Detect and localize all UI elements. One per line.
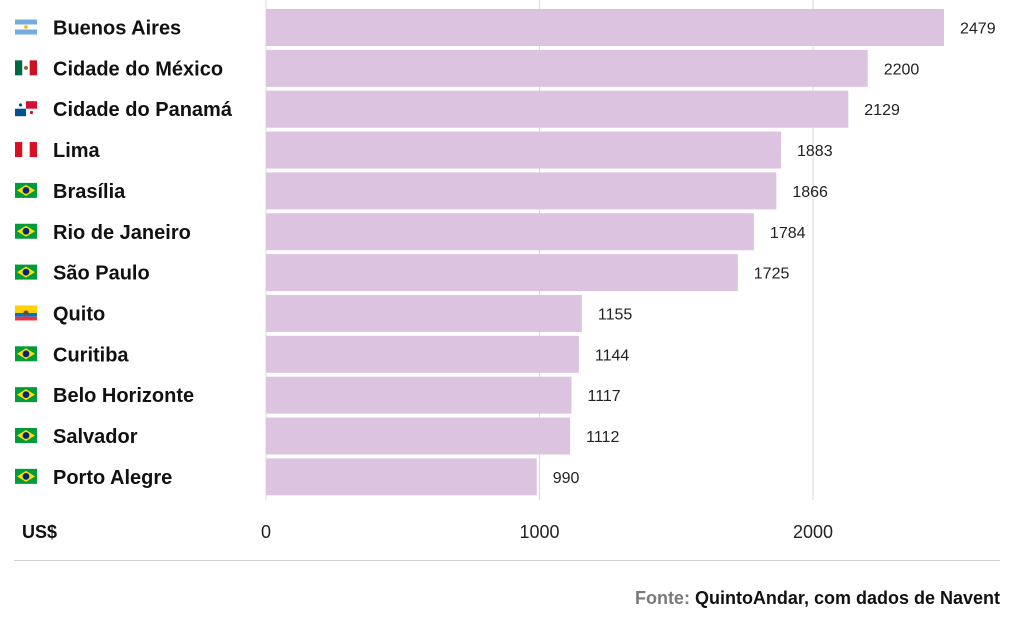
value-label-5: 1784 <box>770 225 806 242</box>
divider <box>14 560 1000 561</box>
bar-8 <box>266 335 579 373</box>
bar-2 <box>266 90 849 128</box>
x-tick-label-0: 0 <box>261 522 271 542</box>
bar-1 <box>266 49 868 87</box>
unit-label: US$ <box>22 522 57 542</box>
bar-6 <box>266 254 738 292</box>
category-label-8: Curitiba <box>53 344 129 366</box>
brazil-flag <box>15 264 37 280</box>
category-label-2: Cidade do Panamá <box>53 99 233 121</box>
category-label-4: Brasília <box>53 181 126 203</box>
value-label-11: 990 <box>553 470 580 487</box>
category-labels: Buenos Aires Cidade do México Cidade do Pa… <box>53 18 233 489</box>
bar-11 <box>266 458 537 496</box>
value-label-9: 1117 <box>587 388 620 405</box>
value-label-4: 1866 <box>792 184 828 201</box>
value-label-0: 2479 <box>960 21 996 38</box>
brazil-flag <box>15 346 37 362</box>
category-label-6: São Paulo <box>53 263 150 285</box>
bar-9 <box>266 376 572 414</box>
bar-7 <box>266 294 582 332</box>
value-label-2: 2129 <box>864 102 900 119</box>
value-label-8: 1144 <box>595 347 630 364</box>
source-note: Fonte: QuintoAndar, com dados de Navent <box>635 588 1000 609</box>
peru-flag <box>15 142 37 158</box>
brazil-flag <box>15 428 37 443</box>
brazil-flag <box>15 468 37 484</box>
bar-10 <box>266 417 571 455</box>
bars <box>266 9 945 496</box>
category-label-11: Porto Alegre <box>53 467 172 489</box>
x-tick-label-1000: 1000 <box>519 522 559 542</box>
x-tick-label-2000: 2000 <box>793 522 833 542</box>
value-label-7: 1155 <box>598 306 633 323</box>
category-label-10: Salvador <box>53 426 138 448</box>
category-label-0: Buenos Aires <box>53 18 181 40</box>
value-label-6: 1725 <box>754 266 790 283</box>
value-labels: 2479 2200 2129 1883 1866 1784 1725 1155 1144 1117… <box>553 21 996 487</box>
flags <box>15 19 37 484</box>
value-label-3: 1883 <box>797 143 833 160</box>
bar-5 <box>266 213 754 251</box>
bar-4 <box>266 172 777 210</box>
ecuador-flag <box>15 305 37 321</box>
x-axis-ticks: 0 1000 2000 <box>261 522 833 542</box>
value-label-1: 2200 <box>884 61 920 78</box>
category-label-7: Quito <box>53 303 105 325</box>
category-label-3: Lima <box>53 140 101 162</box>
source-text: QuintoAndar, com dados de Navent <box>694 588 1000 608</box>
mexico-flag <box>15 60 37 76</box>
panama-flag <box>15 101 37 117</box>
category-label-9: Belo Horizonte <box>53 385 194 407</box>
category-label-5: Rio de Janeiro <box>53 222 191 244</box>
brazil-flag <box>15 182 37 198</box>
argentina-flag <box>15 19 37 35</box>
brazil-flag <box>15 223 37 239</box>
bar-3 <box>266 131 782 169</box>
source-prefix: Fonte: <box>634 588 690 608</box>
bar-chart: Buenos Aires Cidade do México Cidade do Pa… <box>15 0 996 542</box>
brazil-flag <box>15 387 37 403</box>
bar-0 <box>266 9 945 46</box>
value-label-10: 1112 <box>586 429 619 446</box>
category-label-1: Cidade do México <box>53 58 223 80</box>
